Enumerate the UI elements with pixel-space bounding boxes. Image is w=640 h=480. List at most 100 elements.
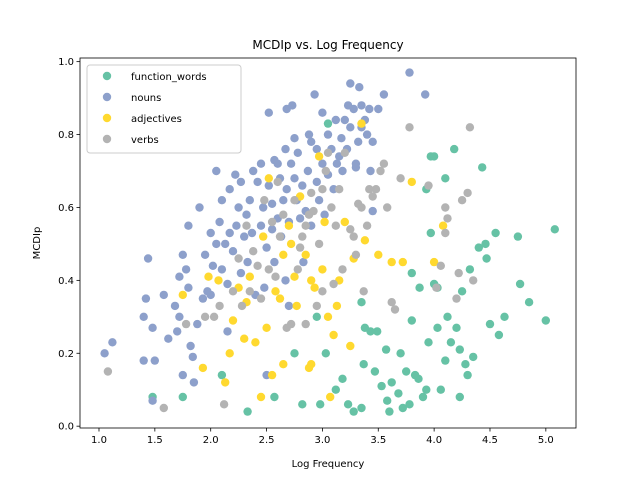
point-nouns-30 [208, 261, 218, 270]
point-function_words-47 [441, 174, 450, 183]
point-adjectives-6 [228, 316, 238, 325]
point-function_words-8 [316, 400, 325, 409]
point-nouns-4 [141, 294, 151, 303]
point-nouns-115 [354, 137, 363, 146]
point-nouns-36 [221, 239, 230, 249]
point-nouns-93 [312, 177, 321, 187]
point-function_words-20 [370, 367, 380, 376]
point-function_words-9 [321, 349, 330, 358]
point-verbs-41 [335, 185, 344, 194]
point-nouns-26 [200, 250, 210, 259]
point-nouns-12 [173, 327, 182, 336]
point-function_words-59 [469, 352, 478, 362]
point-verbs-27 [298, 232, 307, 241]
point-adjectives-46 [429, 257, 439, 267]
point-function_words-68 [515, 279, 525, 289]
point-verbs-30 [307, 188, 316, 198]
x-tick-label: 3.0 [314, 435, 330, 446]
point-verbs-24 [290, 196, 299, 205]
point-nouns-78 [286, 159, 296, 168]
points-layer [100, 68, 559, 416]
point-function_words-52 [452, 323, 461, 332]
point-function_words-30 [402, 367, 411, 376]
point-verbs-71 [441, 203, 450, 212]
point-verbs-70 [469, 276, 478, 285]
point-adjectives-32 [323, 312, 333, 321]
legend-label-verbs: verbs [131, 135, 159, 146]
point-nouns-18 [184, 283, 193, 292]
point-verbs-44 [346, 225, 355, 234]
point-nouns-108 [340, 115, 349, 125]
point-function_words-69 [524, 298, 534, 307]
legend-marker-adjectives [102, 113, 112, 123]
point-adjectives-49 [307, 276, 316, 285]
point-verbs-10 [242, 221, 251, 230]
point-nouns-28 [206, 290, 215, 300]
point-nouns-60 [262, 243, 271, 252]
point-adjectives-21 [286, 239, 296, 249]
point-nouns-71 [279, 196, 288, 205]
point-verbs-48 [357, 203, 366, 212]
point-nouns-64 [267, 225, 277, 234]
point-verbs-26 [295, 243, 305, 252]
x-tick-label: 1.0 [91, 435, 107, 446]
point-function_words-5 [290, 349, 299, 358]
point-adjectives-38 [346, 341, 355, 351]
point-nouns-112 [346, 123, 355, 132]
x-tick-label: 2.0 [203, 435, 219, 446]
point-function_words-29 [398, 403, 407, 413]
point-nouns-103 [331, 115, 340, 125]
point-function_words-16 [359, 360, 368, 369]
point-adjectives-23 [292, 301, 301, 311]
point-verbs-7 [228, 287, 238, 296]
point-function_words-45 [433, 323, 442, 332]
point-nouns-80 [290, 134, 299, 143]
plot-frame [79, 57, 577, 429]
point-nouns-124 [374, 104, 383, 114]
point-nouns-1 [108, 338, 117, 347]
point-verbs-49 [359, 287, 368, 296]
point-function_words-63 [485, 319, 495, 329]
point-nouns-51 [247, 228, 257, 238]
point-function_words-60 [474, 243, 483, 252]
point-nouns-57 [259, 203, 268, 212]
point-nouns-20 [186, 341, 195, 351]
point-nouns-85 [298, 181, 307, 190]
point-adjectives-45 [407, 177, 416, 187]
point-nouns-126 [405, 68, 414, 77]
legend-label-function_words: function_words [131, 72, 207, 83]
point-nouns-21 [188, 352, 197, 362]
point-function_words-48 [441, 356, 450, 365]
point-function_words-56 [461, 360, 470, 369]
point-adjectives-33 [326, 392, 335, 402]
point-verbs-34 [318, 185, 327, 194]
point-verbs-0 [103, 367, 113, 376]
point-verbs-19 [273, 177, 282, 187]
point-adjectives-17 [275, 294, 285, 303]
point-verbs-69 [465, 123, 475, 132]
point-function_words-55 [457, 287, 467, 296]
legend-marker-verbs [102, 134, 112, 144]
point-nouns-81 [290, 174, 299, 183]
point-nouns-39 [225, 185, 234, 194]
point-function_words-57 [463, 370, 472, 380]
point-adjectives-19 [279, 360, 288, 369]
point-function_words-14 [349, 407, 358, 416]
point-verbs-9 [237, 301, 247, 311]
point-nouns-22 [189, 378, 199, 387]
point-nouns-42 [231, 170, 240, 179]
point-nouns-3 [139, 356, 148, 365]
point-adjectives-31 [320, 217, 329, 227]
x-axis-label: Log Frequency [292, 459, 365, 470]
point-adjectives-15 [267, 370, 277, 380]
point-function_words-42 [429, 152, 439, 161]
point-verbs-38 [327, 203, 336, 212]
point-function_words-6 [298, 400, 307, 409]
point-nouns-63 [267, 199, 277, 208]
point-function_words-46 [436, 385, 445, 394]
point-verbs-66 [454, 268, 463, 278]
point-adjectives-4 [221, 378, 230, 387]
point-nouns-46 [236, 177, 246, 187]
point-verbs-57 [387, 298, 396, 307]
point-verbs-60 [424, 181, 433, 190]
